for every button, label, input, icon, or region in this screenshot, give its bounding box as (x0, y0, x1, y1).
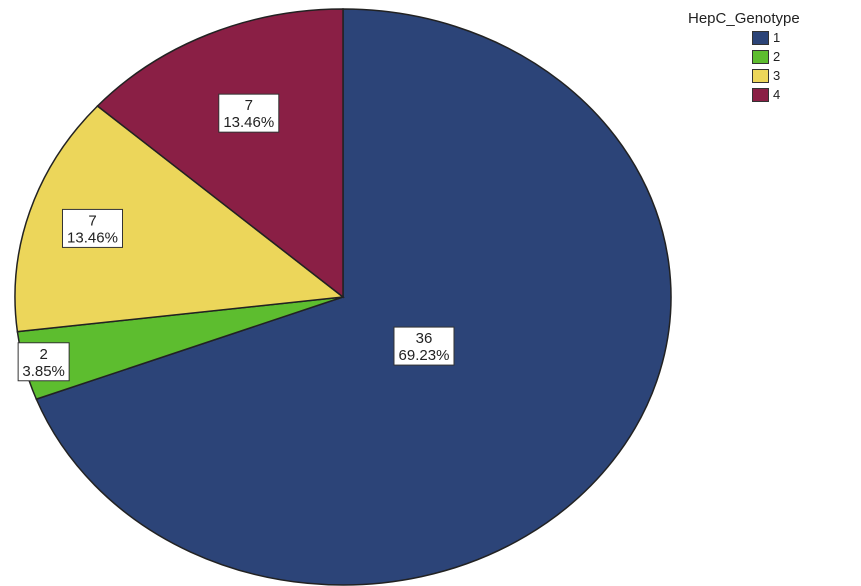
slice-count-label: 7 (88, 212, 96, 229)
slice-percent-label: 69.23% (399, 347, 450, 364)
legend-swatch (752, 87, 769, 102)
pie-slice-3 (14, 105, 345, 333)
legend-swatch (752, 68, 769, 83)
legend-swatch (752, 49, 769, 64)
legend-title: HepC_Genotype (688, 10, 800, 27)
slice-count-label: 7 (245, 97, 253, 114)
pie-slice-4 (96, 8, 344, 299)
legend-swatch (752, 30, 769, 45)
slice-count-label: 2 (39, 346, 47, 363)
legend-item: 3 (752, 67, 800, 84)
legend-label: 4 (773, 87, 781, 102)
slice-data-label: 23.85% (17, 342, 70, 382)
legend-label: 3 (773, 68, 781, 83)
legend-label: 1 (773, 30, 781, 45)
slice-percent-label: 13.46% (67, 229, 118, 246)
slice-data-label: 713.46% (218, 93, 280, 133)
slice-label-box (61, 208, 123, 248)
legend-label: 2 (773, 49, 781, 64)
legend-item: 1 (752, 29, 800, 46)
legend: HepC_Genotype 1 2 3 4 (688, 10, 800, 103)
slice-label-box (218, 93, 280, 133)
pie-slice-1 (35, 8, 672, 586)
slice-label-box (393, 326, 455, 366)
slice-data-label: 713.46% (61, 208, 123, 248)
legend-item: 2 (752, 48, 800, 65)
slice-percent-label: 3.85% (22, 363, 65, 380)
slice-percent-label: 13.46% (223, 114, 274, 131)
slice-label-box (17, 342, 70, 382)
legend-item: 4 (752, 86, 800, 103)
slice-count-label: 36 (416, 330, 433, 347)
